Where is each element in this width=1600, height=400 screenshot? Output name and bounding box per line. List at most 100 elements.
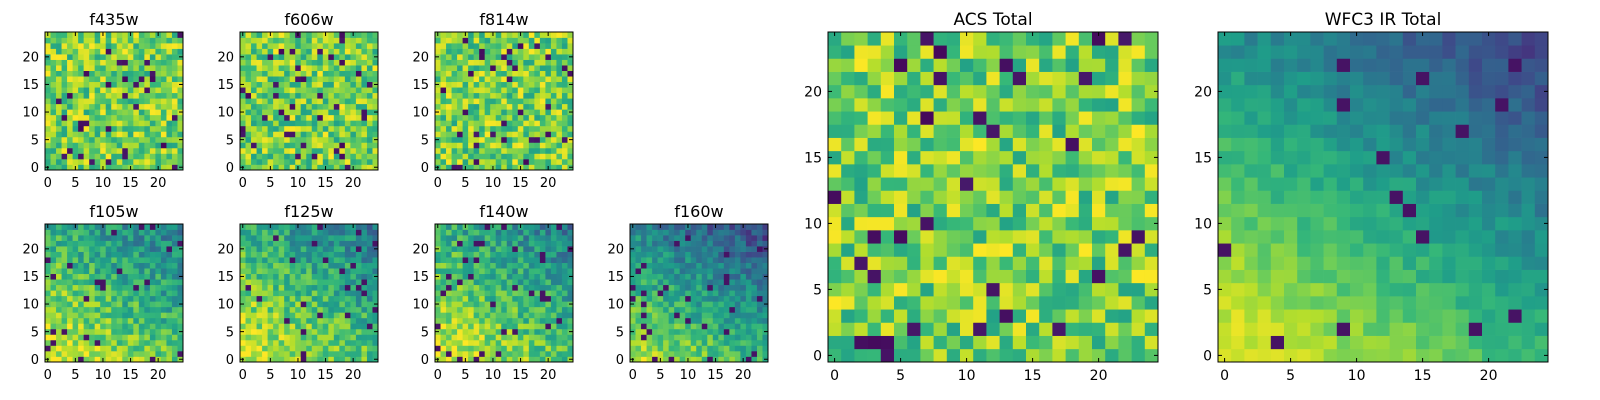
heatmap-cell (149, 345, 156, 352)
heatmap-cell (333, 224, 340, 230)
heatmap-cell (295, 334, 302, 341)
heatmap-cell (94, 306, 101, 313)
heatmap-cell (361, 114, 368, 121)
heatmap-cell (999, 348, 1014, 363)
heatmap-cell (350, 229, 357, 236)
heatmap-cell (361, 103, 368, 110)
heatmap-cell (56, 131, 62, 138)
heatmap-cell (94, 153, 101, 160)
heatmap-cell (284, 147, 291, 154)
heatmap-cell (484, 37, 491, 44)
heatmap-cell (94, 136, 101, 143)
heatmap-cell (83, 103, 90, 110)
heatmap-cell (1052, 322, 1066, 336)
heatmap-cell (67, 273, 73, 280)
heatmap-cell (267, 240, 274, 247)
heatmap-cell (278, 350, 285, 357)
heatmap-cell (78, 279, 84, 286)
heatmap-cell (138, 43, 145, 49)
heatmap-cell (89, 350, 96, 357)
heatmap-cell (567, 114, 574, 121)
heatmap-cell (999, 309, 1014, 323)
heatmap-cell (116, 92, 123, 99)
heatmap-cell (262, 125, 268, 132)
heatmap-cell (284, 323, 291, 330)
heatmap-cell (1092, 322, 1106, 336)
heatmap-cell (251, 92, 257, 99)
heatmap-cell (1065, 230, 1080, 244)
heatmap-cell (138, 125, 145, 132)
heatmap-cell (446, 136, 452, 143)
heatmap-cell (122, 98, 129, 105)
heatmap-cell (539, 92, 546, 99)
heatmap-cell (105, 87, 112, 94)
heatmap-cell (149, 306, 156, 313)
heatmap-cell (138, 120, 145, 127)
heatmap-cell (740, 334, 747, 341)
heatmap-cell (311, 229, 318, 236)
heatmap-cell (512, 268, 519, 275)
heatmap-cell (339, 142, 346, 149)
heatmap-cell (105, 268, 112, 275)
heatmap-cell (300, 164, 307, 171)
heatmap-cell (67, 262, 73, 269)
heatmap-cell (333, 339, 340, 346)
heatmap-cell (300, 142, 307, 149)
heatmap-cell (366, 317, 373, 324)
heatmap-cell (523, 59, 530, 66)
heatmap-cell (490, 312, 497, 319)
heatmap-cell (490, 240, 497, 247)
heatmap-cell (567, 295, 574, 302)
heatmap-cell (127, 295, 134, 302)
heatmap-cell (986, 190, 1000, 204)
heatmap-cell (567, 345, 574, 352)
heatmap-cell (177, 317, 184, 324)
heatmap-cell (111, 65, 118, 71)
heatmap-cell (240, 92, 246, 99)
heatmap-cell (311, 59, 318, 66)
heatmap-cell (322, 153, 329, 160)
heatmap-cell (718, 295, 725, 302)
heatmap-cell (506, 317, 513, 324)
heatmap-cell (317, 92, 324, 99)
heatmap-cell (105, 37, 112, 44)
heatmap-cell (83, 312, 90, 319)
heatmap-cell (679, 312, 686, 319)
heatmap-cell (83, 328, 90, 335)
heatmap-cell (1105, 335, 1119, 350)
heatmap-cell (556, 229, 563, 236)
heatmap-cell (78, 131, 84, 138)
heatmap-cell (484, 246, 491, 252)
heatmap-cell (160, 76, 167, 83)
heatmap-cell (273, 92, 279, 99)
heatmap-cell (78, 153, 84, 160)
heatmap-cell (523, 103, 530, 110)
heatmap-cell (734, 290, 741, 297)
heatmap-cell (451, 240, 458, 247)
heatmap-cell (1052, 282, 1066, 297)
heatmap-cell (256, 317, 263, 324)
heatmap-cell (300, 306, 307, 313)
heatmap-cell (490, 59, 497, 66)
heatmap-cell (907, 269, 921, 284)
heatmap-cell (567, 59, 574, 66)
heatmap-cell (284, 98, 291, 105)
heatmap-cell (94, 142, 101, 149)
heatmap-cell (506, 279, 513, 286)
heatmap-cell (111, 224, 118, 230)
heatmap-cell (490, 257, 497, 263)
heatmap-cell (657, 246, 664, 252)
heatmap-cell (322, 125, 329, 132)
heatmap-cell (306, 295, 313, 302)
heatmap-cell (556, 147, 563, 154)
heatmap-cell (366, 65, 373, 71)
heatmap-cell (462, 131, 469, 138)
heatmap-cell (561, 279, 568, 286)
heatmap-cell (160, 131, 167, 138)
heatmap-cell (495, 92, 502, 99)
heatmap-cell (344, 257, 351, 263)
heatmap-cell (435, 142, 441, 149)
heatmap-cell (361, 306, 368, 313)
heatmap-cell (83, 76, 90, 83)
heatmap-cell (734, 273, 741, 280)
